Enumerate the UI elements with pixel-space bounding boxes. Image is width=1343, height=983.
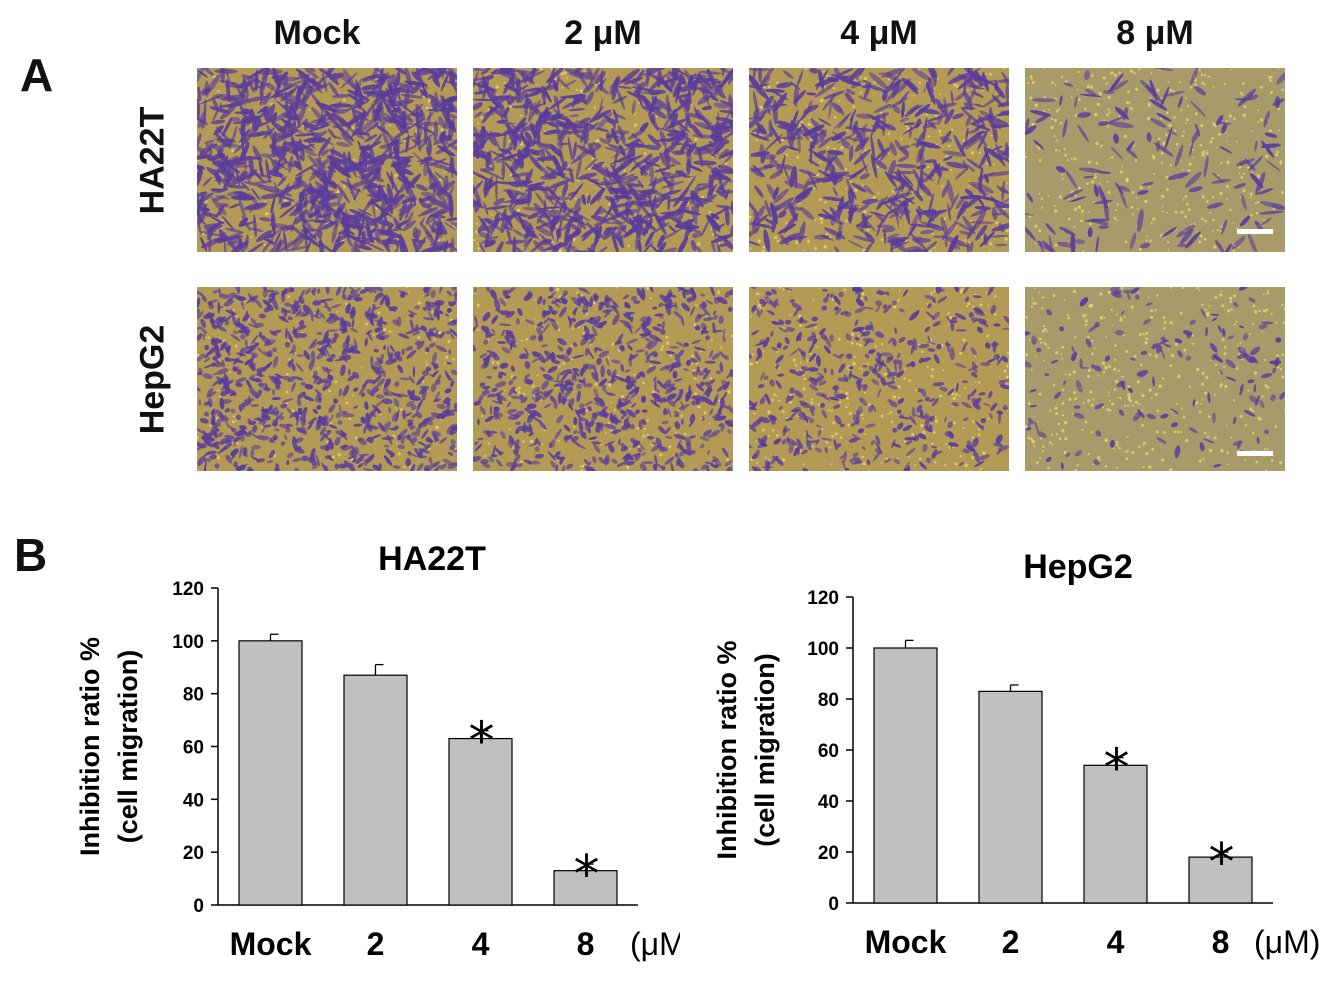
ha22t-chart-xtick-label-2: 2 bbox=[367, 926, 385, 962]
hepg2-chart-ytick-label-80: 80 bbox=[818, 690, 839, 711]
hepg2-chart-xtick-label-2: 2 bbox=[1002, 924, 1020, 960]
ha22t-chart-ytick-label-60: 60 bbox=[183, 738, 204, 759]
micrograph-ha22t-8um bbox=[1025, 68, 1285, 252]
chart-ha22t: HA22T Inhibition ratio % (cell migration) 0… bbox=[75, 540, 680, 962]
micrograph-ha22t-mock bbox=[197, 68, 457, 252]
hepg2-chart-ytick-label-0: 0 bbox=[828, 894, 839, 915]
hepg2-chart-xtick-label-Mock: Mock bbox=[865, 924, 947, 960]
hepg2-chart-xtick-label-4: 4 bbox=[1107, 924, 1125, 960]
micrograph-ha22t-2um bbox=[473, 68, 733, 252]
ha22t-chart-title: HA22T bbox=[378, 540, 486, 578]
ha22t-chart-bar-Mock bbox=[238, 640, 303, 906]
hepg2-chart-xtick-label-8: 8 bbox=[1212, 924, 1230, 960]
column-label-2um: 2 μM bbox=[564, 14, 642, 52]
micrograph-ha22t-4um bbox=[749, 68, 1009, 252]
ha22t-chart-xtick-label-8: 8 bbox=[577, 926, 595, 962]
hepg2-chart-significance-4: * bbox=[1104, 739, 1130, 799]
hepg2-chart-ytick-label-20: 20 bbox=[818, 843, 839, 864]
micrograph-hepg2-8um bbox=[1025, 287, 1285, 471]
hepg2-chart-bar-Mock bbox=[873, 647, 938, 904]
hepg2-chart-ylabel-line-2: (cell migration) bbox=[750, 653, 780, 847]
hepg2-chart-ytick-label-60: 60 bbox=[818, 741, 839, 762]
ha22t-chart-unit-label: (μM) bbox=[630, 926, 680, 962]
hepg2-chart-ylabel-line-1: Inhibition ratio % bbox=[712, 641, 742, 860]
micrograph-hepg2-4um bbox=[749, 287, 1009, 471]
ha22t-chart-bar-8 bbox=[553, 870, 618, 906]
ha22t-chart-ytick-label-120: 120 bbox=[172, 579, 204, 600]
ha22t-chart-ytick-label-40: 40 bbox=[183, 790, 204, 811]
ha22t-chart-bar-4 bbox=[448, 737, 513, 906]
column-label-4um: 4 μM bbox=[840, 14, 918, 52]
ha22t-chart-significance-4: * bbox=[469, 712, 495, 772]
ha22t-chart-xtick-label-Mock: Mock bbox=[230, 926, 312, 962]
hepg2-chart-title: HepG2 bbox=[1023, 548, 1133, 586]
ha22t-chart-xtick-label-4: 4 bbox=[472, 926, 490, 962]
ha22t-chart-significance-8: * bbox=[574, 845, 600, 905]
ha22t-chart-ytick-label-80: 80 bbox=[183, 685, 204, 706]
ha22t-chart-ylabel-line-2: (cell migration) bbox=[113, 650, 143, 844]
scale-bar-hepg2 bbox=[1237, 451, 1273, 456]
hepg2-chart-ytick-label-120: 120 bbox=[807, 588, 839, 609]
hepg2-chart-bar-2 bbox=[978, 690, 1043, 904]
hepg2-chart-ytick-label-40: 40 bbox=[818, 792, 839, 813]
scale-bar-ha22t bbox=[1237, 229, 1273, 234]
hepg2-chart-bar-8 bbox=[1188, 856, 1253, 904]
column-label-mock: Mock bbox=[273, 14, 361, 52]
micrograph-hepg2-2um bbox=[473, 287, 733, 471]
panel-b-letter: B bbox=[14, 529, 48, 581]
micrograph-hepg2-mock bbox=[197, 287, 457, 471]
hepg2-chart-significance-8: * bbox=[1209, 833, 1235, 893]
ha22t-chart-ylabel-line-1: Inhibition ratio % bbox=[75, 637, 105, 856]
panel-a-letter: A bbox=[20, 49, 54, 101]
hepg2-chart-unit-label: (μM) bbox=[1254, 924, 1320, 960]
column-label-8um: 8 μM bbox=[1116, 14, 1194, 52]
ha22t-chart-ytick-label-100: 100 bbox=[172, 632, 204, 653]
ha22t-chart-ytick-label-0: 0 bbox=[193, 896, 204, 917]
ha22t-chart-ytick-label-20: 20 bbox=[183, 843, 204, 864]
hepg2-chart-ytick-label-100: 100 bbox=[807, 639, 839, 660]
